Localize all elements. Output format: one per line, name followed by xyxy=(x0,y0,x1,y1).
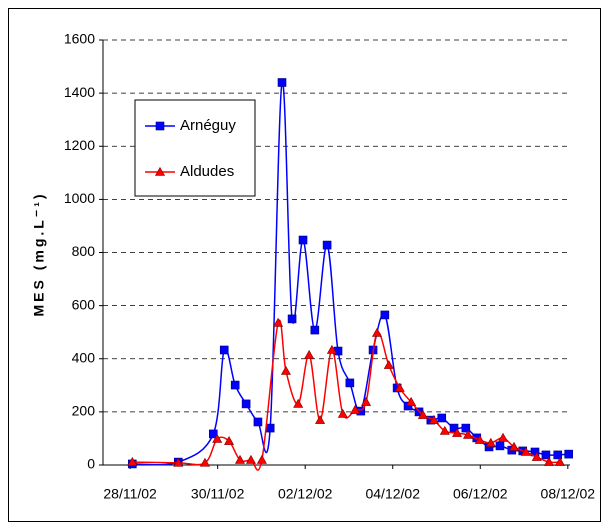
marker xyxy=(155,121,165,131)
marker xyxy=(298,235,308,245)
y-tick-label: 1200 xyxy=(64,137,95,153)
marker xyxy=(345,378,355,388)
marker xyxy=(485,437,496,447)
marker xyxy=(154,166,166,176)
marker xyxy=(463,429,474,439)
marker xyxy=(383,360,394,369)
marker xyxy=(212,433,223,443)
marker xyxy=(498,432,509,442)
marker xyxy=(437,413,447,423)
marker xyxy=(337,408,348,418)
marker xyxy=(380,310,390,320)
x-tick-label: 08/12/02 xyxy=(541,486,596,502)
marker xyxy=(241,399,251,409)
y-tick-label: 0 xyxy=(87,456,95,472)
marker xyxy=(280,365,291,375)
x-tick-label: 30/11/02 xyxy=(191,486,245,502)
marker xyxy=(287,314,297,324)
marker xyxy=(253,417,263,427)
x-tick-label: 04/12/02 xyxy=(365,486,420,502)
y-tick-label: 200 xyxy=(72,403,96,419)
x-tick-label: 02/12/02 xyxy=(278,486,333,502)
marker xyxy=(304,349,315,359)
x-tick-label: 28/11/02 xyxy=(103,486,157,502)
marker xyxy=(428,414,439,424)
marker xyxy=(293,398,304,408)
legend-box xyxy=(134,99,256,197)
marker xyxy=(310,325,320,335)
marker xyxy=(406,396,417,406)
marker xyxy=(531,451,542,461)
marker xyxy=(173,457,184,467)
marker xyxy=(543,456,555,466)
y-tick-label: 800 xyxy=(72,243,96,259)
marker xyxy=(520,446,531,456)
marker xyxy=(452,428,463,437)
marker xyxy=(439,425,450,435)
y-tick-label: 400 xyxy=(72,349,96,365)
marker xyxy=(564,449,573,459)
marker xyxy=(394,382,405,392)
x-tick-label: 06/12/02 xyxy=(453,486,508,502)
marker xyxy=(219,345,229,355)
y-axis-label: MES (mg.L⁻¹) xyxy=(31,191,47,316)
marker xyxy=(541,450,551,460)
marker xyxy=(315,414,326,424)
y-tick-label: 1000 xyxy=(64,190,95,206)
marker xyxy=(361,396,372,406)
y-tick-label: 1600 xyxy=(64,31,95,47)
legend-label: Arnéguy xyxy=(180,117,236,134)
marker xyxy=(417,409,428,419)
marker xyxy=(495,441,505,451)
marker xyxy=(371,327,382,337)
marker xyxy=(127,456,138,466)
marker xyxy=(256,454,267,464)
legend-label: Aldudes xyxy=(180,163,234,180)
marker xyxy=(230,380,240,390)
marker xyxy=(403,401,413,411)
marker xyxy=(553,450,563,460)
marker xyxy=(277,78,287,87)
marker xyxy=(461,423,471,433)
marker xyxy=(350,404,361,414)
marker xyxy=(322,240,332,250)
marker xyxy=(234,454,246,464)
marker xyxy=(224,435,235,445)
marker xyxy=(199,457,210,467)
marker xyxy=(245,454,256,464)
marker xyxy=(265,423,275,433)
y-tick-label: 600 xyxy=(72,296,96,312)
marker xyxy=(474,434,485,444)
marker xyxy=(554,456,565,466)
marker xyxy=(326,344,337,354)
y-tick-label: 1400 xyxy=(64,84,95,100)
marker xyxy=(273,317,284,327)
marker xyxy=(508,441,519,451)
marker xyxy=(208,429,218,439)
